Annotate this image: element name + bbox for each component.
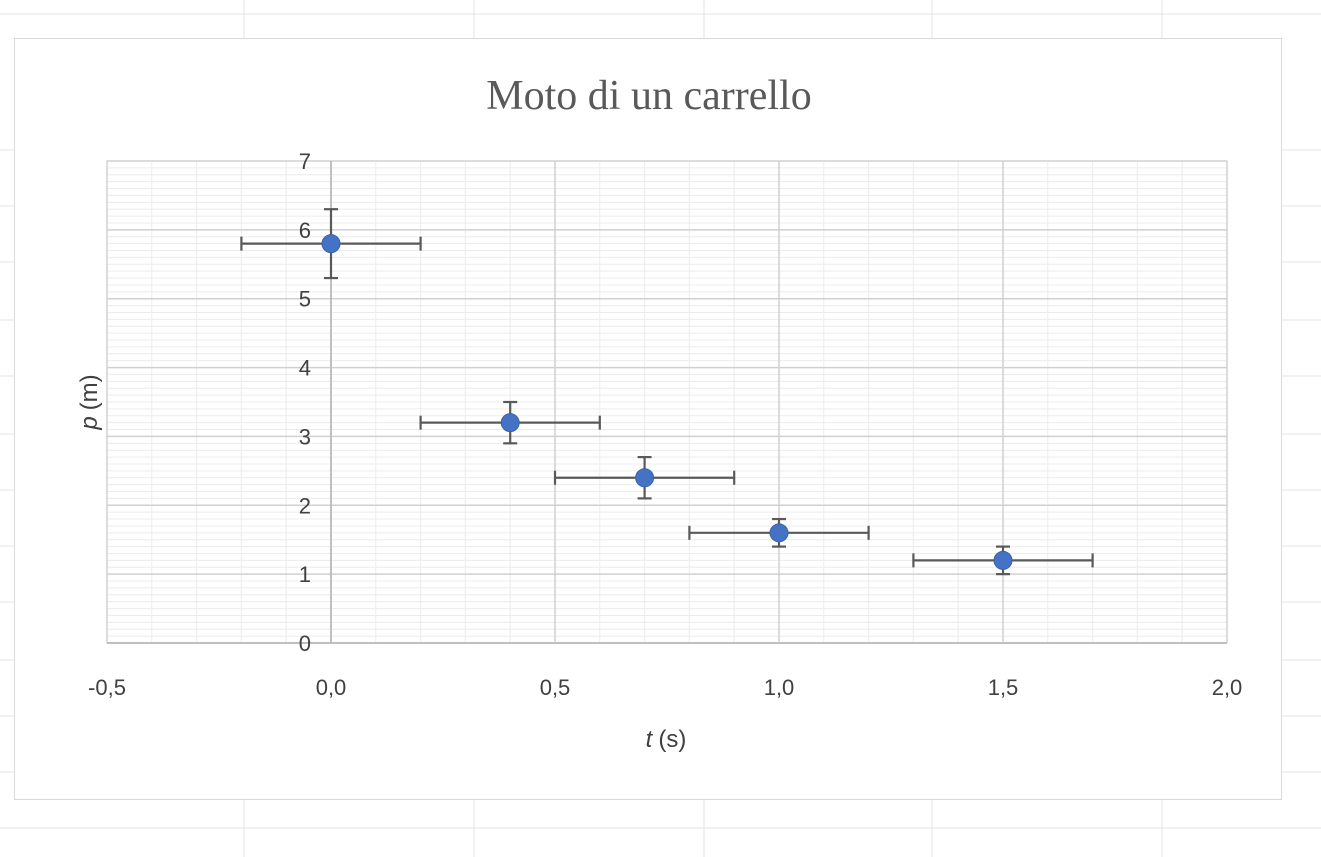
plot-gridlines bbox=[106, 160, 1228, 644]
x-tick-label: 1,5 bbox=[988, 675, 1019, 700]
y-tick-label: 7 bbox=[299, 149, 311, 174]
x-tick-label: 2,0 bbox=[1212, 675, 1243, 700]
y-axis-label[interactable]: p (m) bbox=[76, 374, 103, 430]
chart-title[interactable]: Moto di un carrello bbox=[486, 73, 811, 119]
x-axis-label[interactable]: t (s) bbox=[646, 726, 687, 753]
y-tick-label: 1 bbox=[299, 562, 311, 587]
data-markers bbox=[321, 234, 1013, 570]
data-point bbox=[769, 523, 789, 543]
x-tick-label: 0,5 bbox=[540, 675, 571, 700]
x-tick-label: -0,5 bbox=[88, 675, 126, 700]
data-point bbox=[321, 234, 341, 254]
scatter-chart: 0 1 2 3 4 5 6 7 -0,5 0,0 0,5 1,0 1,5 2,0 Moto di un c… bbox=[76, 73, 1242, 753]
data-point bbox=[993, 550, 1013, 570]
x-axis-variable: t bbox=[646, 726, 654, 753]
y-tick-label: 3 bbox=[299, 424, 311, 449]
x-tick-label: 1,0 bbox=[764, 675, 795, 700]
y-tick-label: 2 bbox=[299, 493, 311, 518]
tick-labels: 0 1 2 3 4 5 6 7 -0,5 0,0 0,5 1,0 1,5 2,0 bbox=[88, 149, 1242, 700]
y-axis-unit: (m) bbox=[76, 374, 103, 410]
y-tick-label: 6 bbox=[299, 218, 311, 243]
data-point bbox=[635, 468, 655, 488]
y-tick-label: 0 bbox=[299, 631, 311, 656]
data-point bbox=[500, 413, 520, 433]
y-axis-variable: p bbox=[76, 416, 103, 430]
y-tick-label: 4 bbox=[299, 356, 311, 381]
x-tick-label: 0,0 bbox=[316, 675, 347, 700]
y-tick-label: 5 bbox=[299, 287, 311, 312]
x-axis-unit: (s) bbox=[658, 726, 686, 753]
chart-area[interactable]: 0 1 2 3 4 5 6 7 -0,5 0,0 0,5 1,0 1,5 2,0 Moto di un c… bbox=[14, 38, 1282, 800]
